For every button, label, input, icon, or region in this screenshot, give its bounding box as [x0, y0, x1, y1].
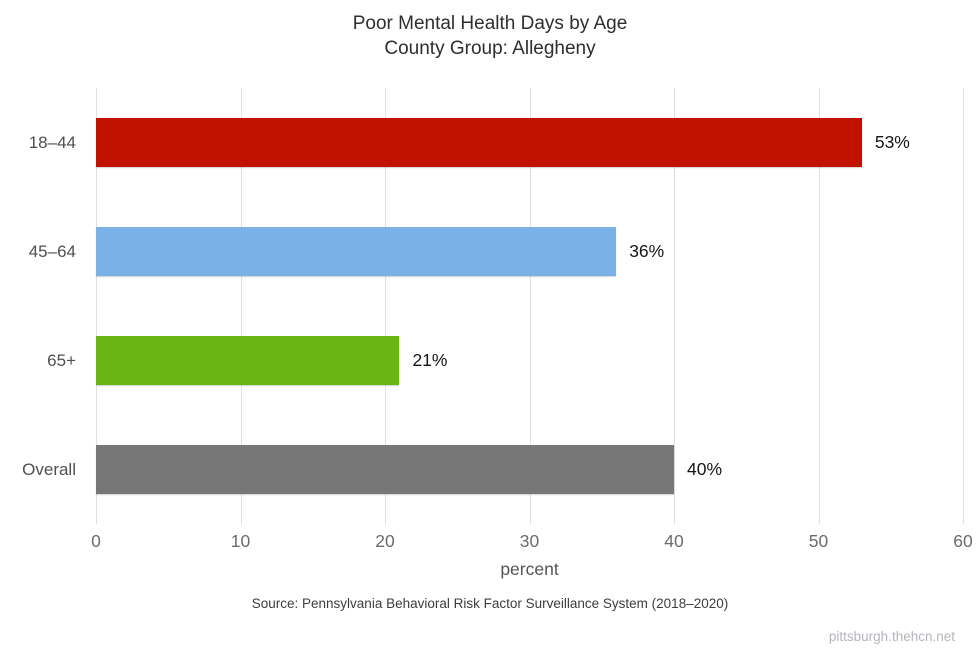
x-tick-label-50: 50	[808, 531, 829, 551]
bar-3[interactable]	[96, 336, 400, 385]
chart-title-line1: Poor Mental Health Days by Age	[352, 13, 628, 34]
x-tick-label-40: 40	[664, 531, 684, 551]
gridline-x-20	[385, 88, 386, 524]
x-tick-label-30: 30	[519, 531, 540, 551]
x-tick-label-10: 10	[230, 531, 251, 551]
bar-2[interactable]	[96, 227, 617, 276]
category-label-4: Overall	[22, 460, 76, 479]
gridline-x-60	[963, 88, 964, 524]
category-label-3: 65+	[47, 351, 76, 370]
value-label-4: 40%	[687, 459, 723, 479]
watermark-link[interactable]: pittsburgh.thehcn.net	[828, 629, 955, 644]
gridline-x-50	[818, 88, 820, 524]
x-tick-label-0: 0	[91, 531, 101, 551]
x-tick-label-20: 20	[375, 531, 395, 551]
value-label-1: 53%	[874, 132, 910, 152]
x-tick-label-60: 60	[953, 531, 973, 551]
value-label-2: 36%	[629, 241, 665, 261]
gridline-x-30	[529, 88, 531, 524]
gridline-x-40	[674, 88, 675, 524]
plot-area	[96, 88, 964, 524]
gridline-x-0	[96, 88, 97, 524]
x-axis-label: percent	[500, 559, 559, 579]
value-label-3: 21%	[412, 350, 448, 370]
chart-title: Poor Mental Health Days by Age County Gr…	[0, 11, 980, 61]
category-label-2: 45–64	[28, 242, 76, 261]
bar-4[interactable]	[96, 445, 674, 494]
chart-title-line2: County Group: Allegheny	[384, 38, 596, 59]
bar-1[interactable]	[96, 118, 862, 167]
gridline-x-10	[240, 88, 242, 524]
source-note: Source: Pennsylvania Behavioral Risk Fac…	[251, 596, 729, 611]
category-label-1: 18–44	[28, 133, 76, 152]
